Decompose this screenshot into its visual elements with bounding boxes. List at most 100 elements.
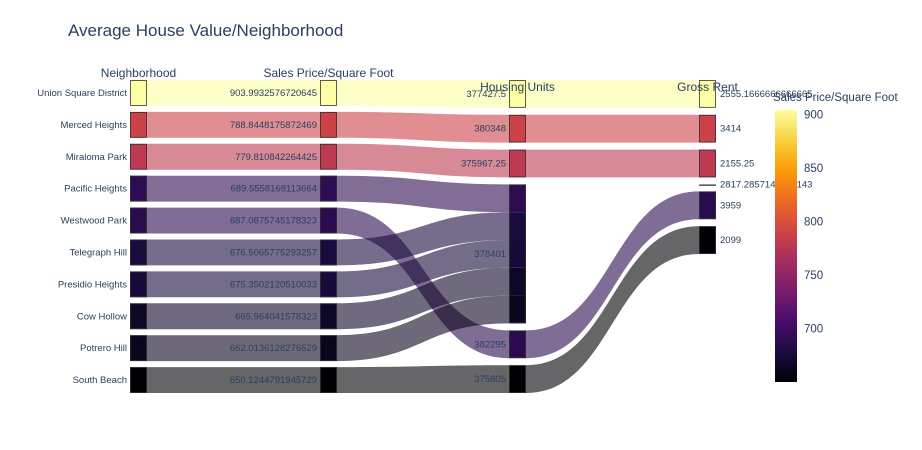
category-box-gross-rent-5[interactable]: [699, 226, 716, 254]
bar-segment-neighborhood-presidio-heights[interactable]: [130, 271, 147, 298]
category-box-gross-rent-3[interactable]: [699, 184, 716, 186]
ribbon-potrero-hill-seg-0[interactable]: [147, 335, 320, 362]
bar-segment-sales-price-square-foot-pacific-heights[interactable]: [320, 175, 337, 202]
category-label-neighborhood-8: Potrero Hill: [80, 343, 127, 354]
category-box-neighborhood-3[interactable]: [130, 175, 147, 202]
category-box-neighborhood-2[interactable]: [130, 143, 147, 170]
bar-segment-gross-rent-merced-heights[interactable]: [699, 114, 716, 143]
category-box-neighborhood-1[interactable]: [130, 112, 147, 138]
ribbon-pacific-heights-seg-0[interactable]: [147, 175, 320, 202]
ribbons-layer: [147, 80, 699, 393]
bar-segment-neighborhood-westwood-park[interactable]: [130, 207, 147, 234]
category-box-housing-units-0[interactable]: [509, 80, 526, 108]
bar-segment-neighborhood-merced-heights[interactable]: [130, 111, 147, 138]
colorbar-gradient: [775, 110, 797, 382]
ribbon-south-beach-seg-2[interactable]: [526, 226, 699, 393]
ribbon-miraloma-park-seg-2[interactable]: [526, 149, 699, 178]
ribbon-union-square-district-seg-1[interactable]: [337, 80, 509, 108]
category-box-sales-price-square-foot-5[interactable]: [320, 239, 337, 266]
colorbar-title: Sales Price/Square Foot: [773, 92, 898, 104]
category-box-neighborhood-7[interactable]: [130, 303, 147, 330]
category-box-neighborhood-4[interactable]: [130, 207, 147, 234]
category-box-sales-price-square-foot-3[interactable]: [320, 175, 337, 202]
ribbon-south-beach-seg-0[interactable]: [147, 367, 320, 393]
bar-segment-sales-price-square-foot-union-square-district[interactable]: [320, 80, 337, 106]
ribbon-south-beach-seg-1[interactable]: [337, 365, 509, 393]
category-box-gross-rent-0[interactable]: [699, 80, 716, 108]
bar-segment-housing-units-pacific-heights[interactable]: [509, 184, 526, 213]
bar-segment-gross-rent-miraloma-park[interactable]: [699, 149, 716, 178]
bar-segment-housing-units-presidio-heights[interactable]: [509, 240, 526, 268]
category-box-sales-price-square-foot-4[interactable]: [320, 207, 337, 234]
ribbon-merced-heights-seg-0[interactable]: [147, 111, 320, 138]
category-box-gross-rent-2[interactable]: [699, 149, 716, 178]
bar-segment-sales-price-square-foot-presidio-heights[interactable]: [320, 271, 337, 298]
bar-segment-housing-units-westwood-park[interactable]: [509, 330, 526, 359]
bar-segment-sales-price-square-foot-south-beach[interactable]: [320, 367, 337, 393]
category-box-sales-price-square-foot-0[interactable]: [320, 80, 337, 106]
category-label-neighborhood-6: Presidio Heights: [58, 279, 127, 290]
ribbon-union-square-district-seg-0[interactable]: [147, 80, 320, 106]
category-box-neighborhood-5[interactable]: [130, 239, 147, 266]
category-box-housing-units-1[interactable]: [509, 114, 526, 143]
ribbon-union-square-district-seg-2[interactable]: [526, 80, 699, 108]
ribbon-westwood-park-seg-0[interactable]: [147, 207, 320, 234]
ribbon-miraloma-park-seg-0[interactable]: [147, 143, 320, 170]
category-label-sales-price-square-foot-8: 662.0136128276529: [230, 343, 317, 354]
category-label-neighborhood-0: Union Square District: [37, 88, 127, 99]
bar-segment-sales-price-square-foot-cow-hollow[interactable]: [320, 303, 337, 330]
category-box-gross-rent-4[interactable]: [699, 191, 716, 220]
category-box-housing-units-3[interactable]: [509, 184, 526, 324]
bar-segment-housing-units-cow-hollow[interactable]: [509, 267, 526, 296]
ribbon-pacific-heights-seg-1[interactable]: [337, 175, 509, 213]
bar-segment-housing-units-potrero-hill[interactable]: [509, 295, 526, 324]
ribbon-telegraph-hill-seg-0[interactable]: [147, 239, 320, 266]
category-box-housing-units-4[interactable]: [509, 330, 526, 359]
ribbon-presidio-heights-seg-1[interactable]: [337, 240, 509, 298]
bar-segment-sales-price-square-foot-potrero-hill[interactable]: [320, 335, 337, 362]
category-box-neighborhood-0[interactable]: [130, 80, 147, 106]
bar-segment-housing-units-merced-heights[interactable]: [509, 114, 526, 143]
ribbon-telegraph-hill-seg-1[interactable]: [337, 212, 509, 266]
category-label-neighborhood-2: Miraloma Park: [66, 152, 127, 163]
category-box-gross-rent-1[interactable]: [699, 114, 716, 143]
bar-segment-neighborhood-potrero-hill[interactable]: [130, 335, 147, 362]
bar-segment-neighborhood-cow-hollow[interactable]: [130, 303, 147, 330]
ribbon-potrero-hill-seg-1[interactable]: [337, 295, 509, 362]
chart-title: Average House Value/Neighborhood: [68, 21, 343, 40]
category-box-sales-price-square-foot-1[interactable]: [320, 112, 337, 138]
ribbon-presidio-heights-seg-0[interactable]: [147, 271, 320, 298]
ribbon-cow-hollow-seg-0[interactable]: [147, 303, 320, 330]
category-box-sales-price-square-foot-7[interactable]: [320, 303, 337, 330]
bar-segment-housing-units-south-beach[interactable]: [509, 365, 526, 393]
ribbon-westwood-park-seg-2[interactable]: [526, 191, 699, 359]
bar-segment-sales-price-square-foot-miraloma-park[interactable]: [320, 143, 337, 170]
bar-segment-neighborhood-miraloma-park[interactable]: [130, 143, 147, 170]
bar-segment-neighborhood-telegraph-hill[interactable]: [130, 239, 147, 266]
category-box-neighborhood-8[interactable]: [130, 335, 147, 362]
ribbon-miraloma-park-seg-1[interactable]: [337, 143, 509, 178]
bar-segment-housing-units-miraloma-park[interactable]: [509, 149, 526, 178]
bar-segment-neighborhood-south-beach[interactable]: [130, 367, 147, 393]
bar-segment-gross-rent-south-beach[interactable]: [699, 226, 716, 254]
bar-segment-neighborhood-union-square-district[interactable]: [130, 80, 147, 106]
bar-segment-gross-rent-union-square-district[interactable]: [699, 80, 716, 108]
category-box-sales-price-square-foot-9[interactable]: [320, 367, 337, 393]
bar-segment-housing-units-telegraph-hill[interactable]: [509, 212, 526, 240]
bar-segment-housing-units-union-square-district[interactable]: [509, 80, 526, 108]
category-box-neighborhood-6[interactable]: [130, 271, 147, 298]
ribbon-cow-hollow-seg-1[interactable]: [337, 267, 509, 330]
bar-segment-sales-price-square-foot-telegraph-hill[interactable]: [320, 239, 337, 266]
bar-segment-gross-rent-westwood-park[interactable]: [699, 191, 716, 220]
bar-segment-sales-price-square-foot-westwood-park[interactable]: [320, 207, 337, 234]
ribbon-merced-heights-seg-2[interactable]: [526, 114, 699, 143]
category-box-housing-units-2[interactable]: [509, 149, 526, 178]
bar-segment-neighborhood-pacific-heights[interactable]: [130, 175, 147, 202]
category-box-sales-price-square-foot-2[interactable]: [320, 143, 337, 170]
category-box-sales-price-square-foot-6[interactable]: [320, 271, 337, 298]
ribbon-merced-heights-seg-1[interactable]: [337, 111, 509, 143]
bar-segment-sales-price-square-foot-merced-heights[interactable]: [320, 111, 337, 138]
category-box-housing-units-5[interactable]: [509, 365, 526, 393]
category-box-sales-price-square-foot-8[interactable]: [320, 335, 337, 362]
category-box-neighborhood-9[interactable]: [130, 367, 147, 393]
